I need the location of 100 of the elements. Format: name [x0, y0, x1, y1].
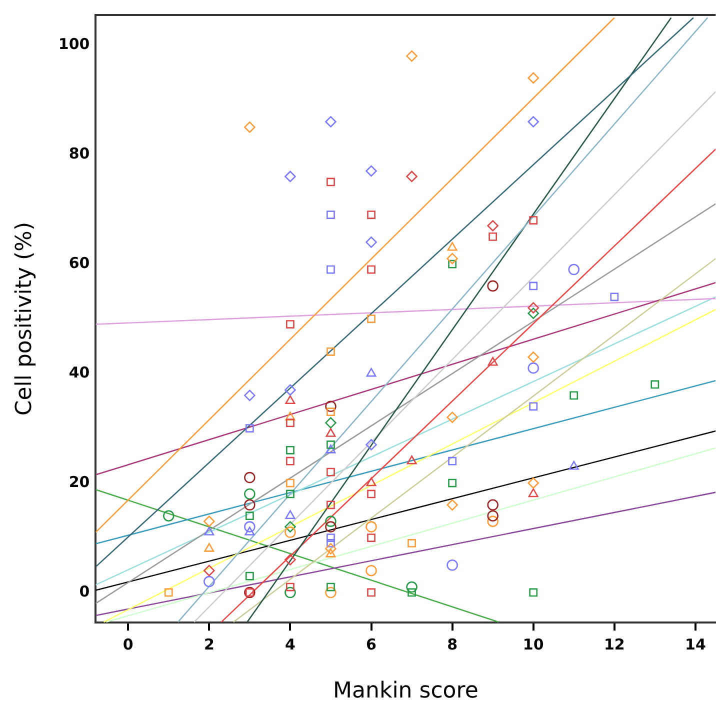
point	[244, 122, 256, 133]
point	[528, 116, 539, 128]
point	[367, 210, 376, 219]
point	[366, 236, 377, 248]
point	[406, 581, 418, 593]
point	[446, 499, 458, 511]
point	[487, 220, 498, 232]
point	[487, 280, 498, 292]
point	[529, 588, 538, 597]
point	[285, 412, 296, 420]
point	[406, 455, 417, 464]
point	[326, 444, 336, 454]
point	[326, 500, 335, 510]
point	[325, 586, 336, 598]
point	[367, 588, 376, 597]
point	[204, 564, 215, 576]
point	[326, 468, 335, 476]
point	[570, 391, 578, 400]
x-tick-label: 0	[122, 635, 134, 654]
point	[284, 521, 296, 532]
point	[204, 576, 215, 588]
point	[284, 586, 296, 598]
y-tick-label: 80	[68, 144, 90, 162]
point	[448, 456, 456, 466]
point	[487, 510, 498, 522]
x-tick-label: 10	[522, 635, 544, 654]
point	[244, 521, 256, 532]
point	[366, 564, 377, 576]
point	[366, 165, 377, 177]
point	[244, 390, 256, 402]
point	[325, 521, 336, 532]
x-axis-title: Mankin score	[333, 678, 478, 704]
point	[446, 252, 458, 264]
point	[446, 412, 458, 423]
y-tick-label: 20	[68, 472, 90, 491]
point	[366, 368, 376, 377]
point	[284, 526, 296, 538]
point	[408, 539, 416, 548]
point	[286, 582, 294, 592]
point	[610, 292, 619, 302]
point	[406, 170, 418, 182]
point	[366, 439, 377, 450]
point	[488, 232, 498, 241]
point	[286, 478, 294, 488]
point	[244, 499, 256, 511]
point	[326, 440, 335, 449]
point	[286, 320, 294, 328]
point	[284, 554, 296, 566]
point	[204, 543, 214, 552]
point	[366, 477, 376, 486]
y-tick-label: 0	[79, 582, 90, 600]
point	[326, 428, 336, 437]
point	[285, 510, 296, 520]
point	[325, 516, 336, 527]
point	[326, 408, 335, 416]
point	[366, 521, 377, 532]
point	[326, 582, 335, 592]
point	[286, 418, 294, 427]
point	[326, 534, 335, 542]
point	[325, 400, 336, 412]
point	[367, 490, 376, 498]
point	[568, 460, 579, 470]
point	[367, 314, 376, 323]
point	[650, 380, 660, 389]
point	[244, 526, 255, 536]
point	[163, 510, 174, 522]
point	[325, 417, 336, 428]
point	[448, 260, 456, 268]
point	[487, 499, 498, 511]
point	[326, 265, 335, 274]
y-axis-title: Cell positivity (%)	[12, 222, 37, 416]
point	[448, 478, 456, 488]
y-tick-label: 100	[58, 34, 90, 53]
point	[528, 477, 539, 489]
y-tick-label: 60	[68, 254, 90, 272]
x-tick-label: 8	[447, 635, 458, 654]
point	[528, 351, 539, 363]
x-tick-label: 6	[366, 635, 376, 654]
point	[326, 539, 335, 548]
x-tick-label: 12	[604, 635, 625, 654]
point	[487, 516, 498, 527]
point	[164, 588, 173, 597]
point	[284, 170, 296, 182]
x-tick-label: 2	[204, 635, 214, 654]
point	[325, 116, 336, 128]
point	[244, 488, 256, 500]
point	[529, 282, 538, 290]
point	[528, 488, 538, 498]
point	[326, 347, 335, 356]
point	[568, 264, 580, 276]
point	[406, 50, 418, 62]
point	[326, 178, 335, 186]
x-tick-label: 4	[285, 635, 296, 654]
point	[529, 402, 538, 411]
point	[286, 490, 294, 498]
point	[204, 526, 214, 536]
point	[408, 588, 416, 597]
y-tick-label: 40	[68, 363, 90, 382]
point	[204, 516, 215, 527]
x-tick-label: 14	[685, 635, 706, 654]
